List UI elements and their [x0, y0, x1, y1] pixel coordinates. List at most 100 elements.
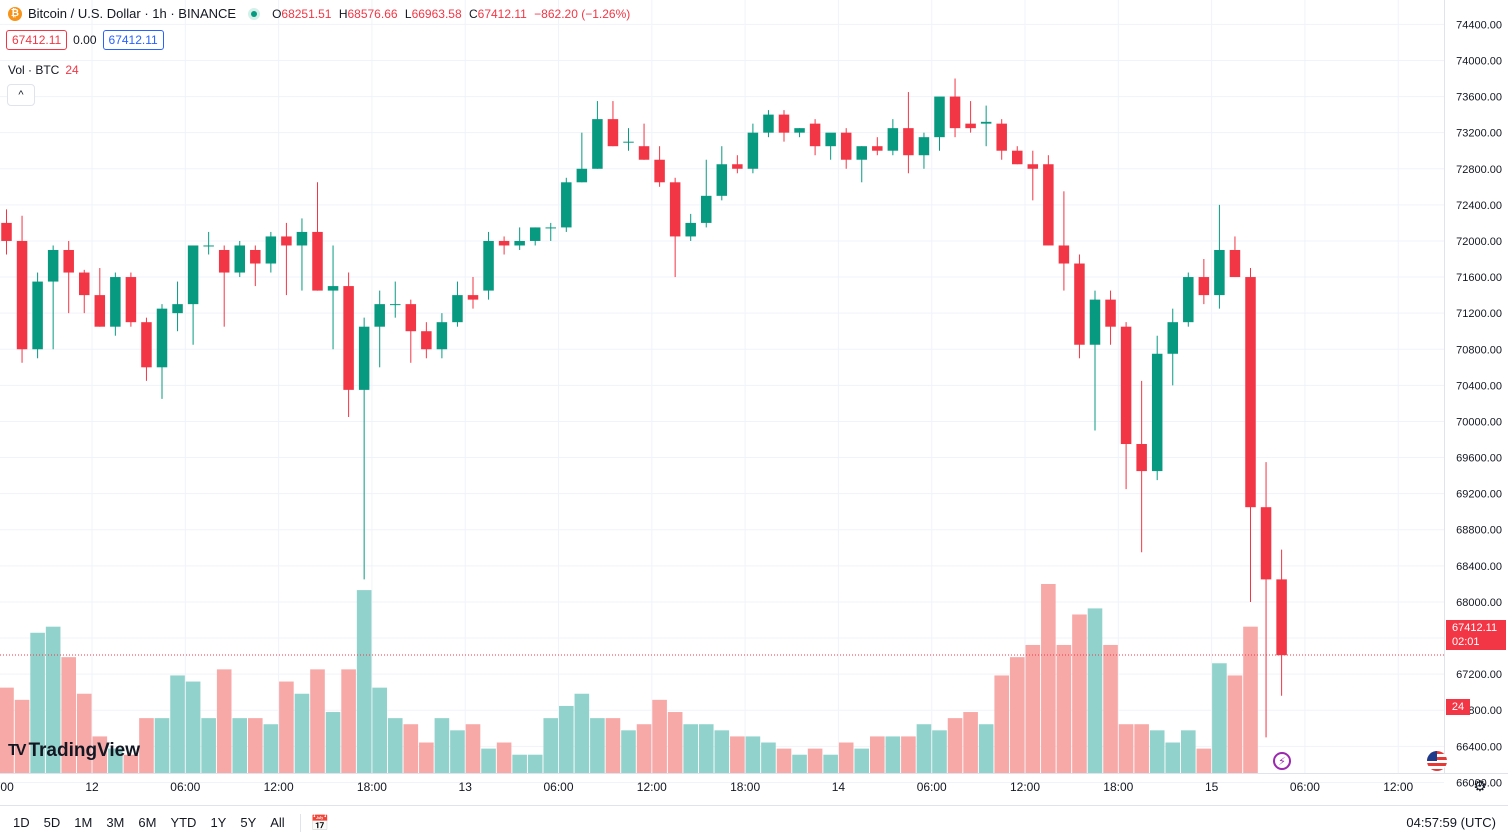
y-tick-label: 66000.00 [1456, 777, 1502, 789]
candle-body [623, 141, 634, 143]
candle-body [887, 128, 899, 151]
candle-body [1074, 263, 1085, 345]
volume-bar [279, 681, 294, 773]
volume-bar [870, 736, 885, 773]
candle-body [638, 146, 650, 160]
sell-button[interactable]: 67412.11 [6, 30, 68, 50]
y-tick-label: 71600.00 [1456, 272, 1502, 284]
live-dot-icon [248, 7, 261, 20]
volume-bar [916, 724, 932, 773]
volume-bar [1243, 626, 1258, 773]
tradingview-logo-mark: TV [8, 742, 27, 759]
price-axis[interactable]: 66000.0066400.0066800.0067200.0067600.00… [1456, 19, 1502, 789]
candle-body [716, 164, 728, 196]
candle-body [529, 227, 541, 241]
timeframe-1m[interactable]: 1M [74, 815, 93, 830]
last-price-value: 67412.11 [1452, 622, 1498, 634]
timeframe-5y[interactable]: 5Y [240, 815, 257, 830]
tradingview-logo-text: TradingView [28, 740, 141, 761]
candle-body [545, 227, 556, 229]
candle-body [1089, 299, 1101, 345]
candle-body [265, 236, 277, 264]
y-tick-label: 72800.00 [1456, 164, 1502, 176]
timeframe-6m[interactable]: 6M [138, 815, 157, 830]
last-price-label: 67412.11 02:01 [1446, 620, 1506, 650]
volume-bar [92, 736, 108, 773]
candle-body [421, 331, 432, 350]
timeframe-1d[interactable]: 1D [13, 815, 30, 830]
symbol-title[interactable]: Bitcoin / U.S. Dollar · 1h · BINANCE [28, 6, 237, 21]
volume-bar [1118, 724, 1134, 773]
candle-body [778, 114, 790, 133]
price-chart[interactable]: 66000.0066400.0066800.0067200.0067600.00… [0, 0, 1508, 805]
candle-body [1012, 150, 1023, 165]
candle-body [1105, 299, 1116, 327]
candle-body [607, 119, 619, 147]
collapse-icon: ^ [18, 89, 24, 101]
y-tick-label: 72000.00 [1456, 236, 1502, 248]
tradingview-logo[interactable]: TV TradingView [8, 740, 140, 762]
candle-body [250, 249, 261, 264]
volume-bar [543, 718, 559, 773]
volume-bar [372, 687, 387, 773]
volume-bar [216, 669, 232, 773]
bitcoin-icon: ₿ [8, 6, 22, 21]
candle-body [1229, 249, 1241, 278]
x-tick-label: 18:00 [730, 780, 760, 794]
timeframe-1y[interactable]: 1Y [210, 815, 227, 830]
candle-body [872, 146, 883, 151]
volume-bar [621, 730, 636, 773]
calendar-icon[interactable]: 📅 [310, 814, 330, 832]
volume-bar [667, 712, 683, 773]
candle-body [949, 96, 961, 129]
x-tick-label: 14 [832, 780, 846, 794]
time-axis[interactable]: 18:00 12 06:00 12:00 18:00 13 06:00 12:00 18:00 1… [0, 780, 1414, 794]
candle-body [125, 277, 137, 323]
candle-body [1136, 444, 1147, 472]
x-tick-label: 06:00 [544, 780, 574, 794]
volume-bar [776, 748, 792, 773]
candle-body [467, 295, 479, 300]
candle-body [685, 222, 696, 237]
x-tick-label: 18:00 [1103, 780, 1133, 794]
bar-countdown: 02:01 [1452, 636, 1480, 648]
timeframe-5d[interactable]: 5D [43, 815, 61, 830]
bottom-toolbar: 1D 5D 1M 3M 6M YTD 1Y 5Y All 📅 04:57:59 … [0, 805, 1508, 839]
us-flag-icon[interactable] [1427, 751, 1447, 771]
volume-bar [698, 724, 714, 773]
volume-bar [1009, 657, 1025, 773]
volume-bar [201, 718, 216, 773]
volume-bar [1227, 675, 1243, 773]
volume-bar [932, 730, 947, 773]
candle-body [1043, 164, 1054, 246]
volume-bar [465, 724, 481, 773]
volume-value: 24 [65, 63, 79, 77]
volume-bar [761, 742, 776, 773]
candle-body [1214, 249, 1225, 296]
utc-clock[interactable]: 04:57:59 (UTC) [1406, 815, 1496, 830]
volume-bar [450, 730, 465, 773]
candle-body [669, 182, 681, 237]
candle-body [141, 322, 152, 368]
volume-label[interactable]: Vol · BTC [8, 63, 60, 77]
lightning-icon[interactable]: ⚡ [1273, 752, 1291, 770]
timeframe-ytd[interactable]: YTD [170, 815, 197, 830]
x-tick-label: 06:00 [170, 780, 200, 794]
timeframe-all[interactable]: All [270, 815, 285, 830]
buy-button[interactable]: 67412.11 [102, 30, 164, 50]
close-label: C [468, 6, 478, 21]
candle-body [47, 249, 59, 282]
candle-body [856, 146, 867, 160]
volume-bar [807, 748, 823, 773]
volume-bar [636, 724, 652, 773]
candle-body [576, 168, 588, 183]
volume-bar [434, 718, 450, 773]
collapse-legend-button[interactable]: ^ [7, 84, 35, 106]
y-tick-label: 73600.00 [1456, 92, 1502, 104]
settings-icon[interactable]: ⚙ [1473, 778, 1487, 795]
ohlc-values: O68251.51 H68576.66 L66963.58 C67412.11 … [272, 7, 634, 21]
bid-ask-row: 67412.11 0.00 67412.11 [6, 30, 164, 50]
timeframe-3m[interactable]: 3M [106, 815, 125, 830]
candle-body [561, 182, 572, 228]
candle-body [483, 240, 494, 291]
